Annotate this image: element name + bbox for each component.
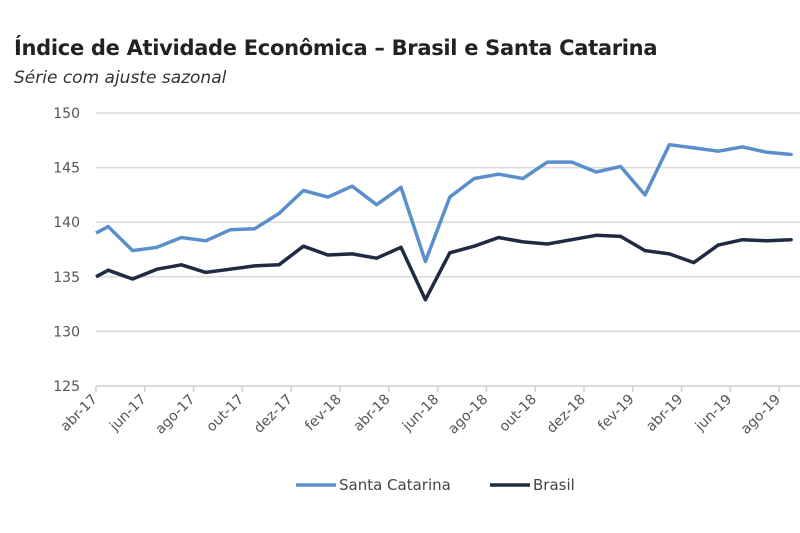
data-point xyxy=(570,238,574,242)
x-tick-label: dez-18 xyxy=(544,392,589,437)
data-point xyxy=(253,227,257,231)
x-tick-label: jun-18 xyxy=(399,392,442,435)
data-point xyxy=(155,267,159,271)
data-point xyxy=(594,233,598,237)
series-line-santa-catarina xyxy=(95,142,792,264)
data-point xyxy=(472,177,476,181)
data-point xyxy=(350,184,354,188)
x-tick-label: abr-18 xyxy=(350,392,393,435)
data-point xyxy=(326,195,330,199)
y-tick-label: 145 xyxy=(53,161,80,177)
legend-label: Brasil xyxy=(533,476,575,494)
data-point xyxy=(765,239,769,243)
x-tick-label: fev-19 xyxy=(595,392,638,435)
data-point xyxy=(204,270,208,274)
chart-subtitle: Série com ajuste sazonal xyxy=(14,68,227,88)
data-point xyxy=(545,242,549,246)
data-point xyxy=(497,172,501,176)
data-point xyxy=(789,238,793,242)
data-point xyxy=(228,228,232,232)
data-point xyxy=(521,240,525,244)
x-tick-label: dez-17 xyxy=(251,392,296,437)
data-point xyxy=(741,238,745,242)
data-point xyxy=(448,251,452,255)
data-point xyxy=(131,277,135,281)
data-point xyxy=(667,143,671,147)
y-tick-label: 135 xyxy=(53,270,80,286)
data-point xyxy=(375,256,379,260)
x-tick-label: fev-18 xyxy=(302,392,345,435)
x-tick-label: abr-19 xyxy=(643,392,686,435)
data-point xyxy=(716,243,720,247)
data-point xyxy=(497,235,501,239)
data-point xyxy=(301,244,305,248)
data-point xyxy=(594,170,598,174)
data-point xyxy=(521,177,525,181)
data-point xyxy=(619,234,623,238)
y-tick-label: 150 xyxy=(53,106,80,122)
data-point xyxy=(277,263,281,267)
data-point xyxy=(789,152,793,156)
legend-label: Santa Catarina xyxy=(339,476,451,494)
data-point xyxy=(472,244,476,248)
data-point xyxy=(667,252,671,256)
data-point xyxy=(399,185,403,189)
data-point xyxy=(619,165,623,169)
data-point xyxy=(741,145,745,149)
y-tick-label: 130 xyxy=(53,324,80,340)
x-tick-label: ago-19 xyxy=(738,392,784,438)
data-point xyxy=(179,263,183,267)
y-tick-label: 140 xyxy=(53,215,80,231)
y-tick-label: 125 xyxy=(53,379,80,395)
x-tick-label: ago-18 xyxy=(445,392,491,438)
data-point xyxy=(277,211,281,215)
data-point xyxy=(643,249,647,253)
x-tick-label: ago-17 xyxy=(152,392,198,438)
data-point xyxy=(155,245,159,249)
data-point xyxy=(301,189,305,193)
data-point xyxy=(326,253,330,257)
x-tick-label: out-18 xyxy=(496,392,540,436)
data-point xyxy=(106,268,110,272)
data-point xyxy=(545,160,549,164)
data-point xyxy=(375,203,379,207)
data-point xyxy=(716,149,720,153)
x-tick-label: abr-17 xyxy=(58,392,101,435)
data-point xyxy=(399,245,403,249)
x-tick-label: out-17 xyxy=(204,392,248,436)
data-point xyxy=(423,260,427,264)
data-point xyxy=(106,225,110,229)
data-point xyxy=(643,193,647,197)
data-point xyxy=(765,150,769,154)
data-point xyxy=(204,239,208,243)
data-point xyxy=(692,261,696,265)
data-point xyxy=(423,298,427,302)
x-tick-label: jun-19 xyxy=(692,392,735,435)
data-point xyxy=(228,267,232,271)
data-point xyxy=(350,252,354,256)
data-point xyxy=(448,195,452,199)
data-point xyxy=(253,264,257,268)
chart-title: Índice de Atividade Econômica – Brasil e… xyxy=(14,36,658,60)
data-point xyxy=(131,249,135,253)
data-point xyxy=(692,146,696,150)
data-point xyxy=(570,160,574,164)
data-point xyxy=(179,235,183,239)
series-line-brasil xyxy=(95,233,792,302)
x-tick-label: jun-17 xyxy=(106,392,149,435)
